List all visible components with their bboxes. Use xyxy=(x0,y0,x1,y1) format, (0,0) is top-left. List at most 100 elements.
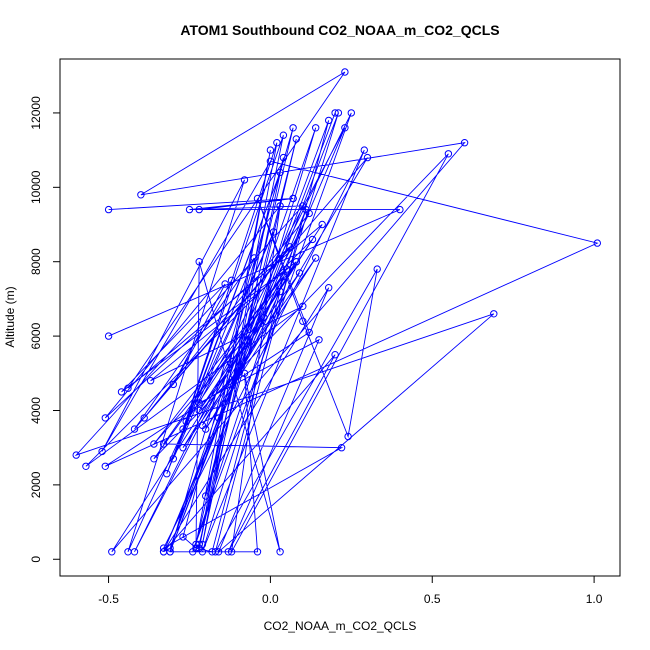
y-tick-label: 8000 xyxy=(29,248,43,275)
data-point xyxy=(305,209,313,218)
data-point xyxy=(104,205,113,214)
data-point xyxy=(124,548,132,556)
data-point xyxy=(185,205,194,214)
data-point xyxy=(250,254,258,262)
y-tick-label: 12000 xyxy=(29,96,43,130)
data-point xyxy=(159,440,168,448)
data-point xyxy=(240,369,249,377)
data-point xyxy=(318,220,326,229)
data-point xyxy=(337,444,346,452)
data-point xyxy=(325,116,333,125)
data-point xyxy=(195,406,203,415)
data-point xyxy=(312,254,320,262)
data-point xyxy=(198,421,207,430)
data-point xyxy=(169,380,178,389)
data-point xyxy=(490,310,498,318)
data-point xyxy=(276,548,284,556)
data-point xyxy=(260,313,268,322)
data-point xyxy=(266,146,275,154)
y-tick-label: 4000 xyxy=(29,397,43,424)
data-point xyxy=(137,191,145,199)
data-point xyxy=(292,258,300,266)
data-point xyxy=(331,109,339,117)
data-point xyxy=(130,425,139,433)
data-point xyxy=(101,462,110,470)
x-axis: -0.5 0.0 0.5 1.0 xyxy=(98,575,603,606)
data-point xyxy=(279,131,288,139)
data-point xyxy=(195,399,203,407)
data-point xyxy=(195,205,203,214)
data-point xyxy=(360,146,368,154)
data-point xyxy=(159,544,168,552)
data-point xyxy=(315,336,323,344)
x-tick-label: 0.0 xyxy=(262,592,279,606)
data-point xyxy=(460,139,469,147)
data-point xyxy=(221,280,229,288)
data-point xyxy=(108,548,116,556)
data-point xyxy=(227,276,236,284)
x-tick-label: 0.5 xyxy=(424,592,441,606)
data-point xyxy=(150,455,158,463)
data-point xyxy=(344,432,352,441)
y-tick-label: 0 xyxy=(29,556,43,563)
data-point xyxy=(444,150,453,158)
data-point xyxy=(124,384,132,392)
data-point xyxy=(169,455,178,463)
data-point xyxy=(305,328,313,337)
data-point xyxy=(117,388,126,396)
data-point xyxy=(289,124,297,132)
data-point xyxy=(593,239,601,247)
data-point xyxy=(299,317,307,325)
data-point xyxy=(325,284,333,292)
data-point xyxy=(195,258,203,266)
data-point xyxy=(373,265,381,273)
y-axis-label: Altitude (m) xyxy=(3,286,17,347)
data-point xyxy=(396,205,404,214)
data-point xyxy=(163,470,171,478)
data-point xyxy=(72,451,80,459)
series-layer xyxy=(72,68,601,556)
data-point xyxy=(295,269,304,277)
data-point xyxy=(104,332,113,340)
data-point xyxy=(192,540,200,549)
data-point xyxy=(276,168,284,177)
data-point xyxy=(179,425,187,433)
data-point xyxy=(279,272,288,281)
data-point xyxy=(227,548,236,556)
data-point xyxy=(308,235,317,244)
data-point xyxy=(289,194,297,203)
data-point xyxy=(312,124,320,132)
x-tick-label: 1.0 xyxy=(586,592,603,606)
data-point xyxy=(363,153,372,162)
data-point xyxy=(179,444,187,452)
data-point xyxy=(253,194,262,203)
data-point xyxy=(292,135,300,143)
data-point xyxy=(334,109,343,117)
data-point xyxy=(240,176,249,184)
data-point xyxy=(140,414,148,422)
y-axis: 0 2000 4000 6000 8000 10000 12000 xyxy=(29,96,61,563)
data-point xyxy=(341,124,349,132)
data-point xyxy=(214,414,223,422)
data-point xyxy=(341,68,349,76)
data-point xyxy=(146,377,155,385)
data-point xyxy=(269,228,278,236)
data-point xyxy=(150,440,158,448)
data-point xyxy=(208,548,216,556)
data-point xyxy=(273,139,281,147)
x-tick-label: -0.5 xyxy=(98,592,119,606)
data-point xyxy=(276,202,284,210)
data-point xyxy=(331,351,339,359)
y-tick-label: 6000 xyxy=(29,322,43,349)
data-point xyxy=(286,243,294,251)
data-point xyxy=(253,548,262,556)
y-tick-label: 2000 xyxy=(29,471,43,498)
y-tick-label: 10000 xyxy=(29,170,43,204)
data-point xyxy=(82,462,90,470)
data-point xyxy=(211,548,220,556)
data-point xyxy=(198,548,207,556)
data-point xyxy=(282,265,291,273)
data-point xyxy=(276,287,284,296)
chart-title: ATOM1 Southbound CO2_NOAA_m_CO2_QCLS xyxy=(180,22,499,38)
